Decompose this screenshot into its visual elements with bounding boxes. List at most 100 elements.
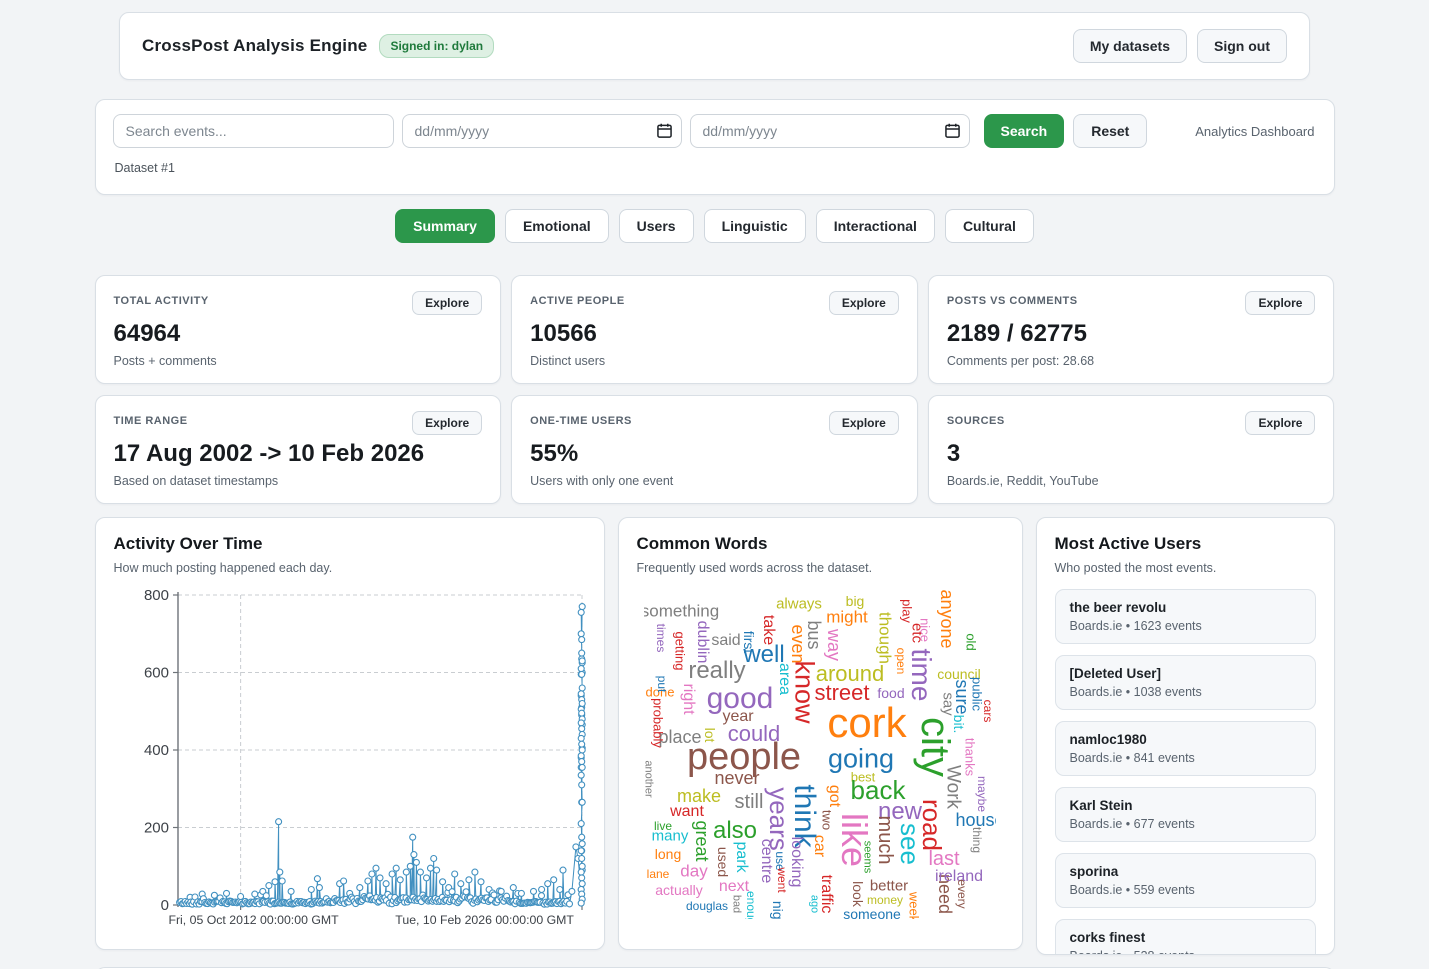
user-list-item[interactable]: sporina Boards.ie • 559 events [1055,853,1316,908]
reset-button[interactable]: Reset [1073,114,1147,148]
explore-button[interactable]: Explore [1245,291,1315,315]
my-datasets-button[interactable]: My datasets [1073,29,1187,63]
user-meta: Boards.ie • 1038 events [1070,685,1301,699]
user-list-item[interactable]: namloc1980 Boards.ie • 841 events [1055,721,1316,776]
calendar-icon[interactable] [657,123,672,138]
svg-text:200: 200 [143,820,168,837]
explore-button[interactable]: Explore [412,411,482,435]
stat-value: 55% [530,440,899,468]
cloud-word: went [776,867,788,892]
user-meta: Boards.ie • 677 events [1070,817,1301,831]
user-name: sporina [1070,864,1301,879]
user-list: the beer revolu Boards.ie • 1623 events [D… [1055,589,1316,955]
explore-button[interactable]: Explore [412,291,482,315]
dataset-label: Dataset #1 [113,161,1317,175]
cloud-word: might [826,609,868,626]
user-name: the beer revolu [1070,600,1301,615]
cloud-word: park [733,841,749,872]
words-panel-subtitle: Frequently used words across the dataset… [637,561,1004,575]
cloud-word: enough [745,891,757,919]
cloud-word: lane [647,868,670,880]
cloud-word: know [791,660,818,723]
tab-summary[interactable]: Summary [395,209,495,243]
tab-cultural[interactable]: Cultural [945,209,1034,243]
cloud-word: seems [862,841,873,873]
search-button[interactable]: Search [984,114,1065,148]
cloud-word: nice [919,618,932,642]
cloud-word: times [655,624,667,653]
user-name: namloc1980 [1070,732,1301,747]
cloud-word: day [680,863,707,880]
calendar-icon[interactable] [945,123,960,138]
cloud-word: last [928,849,959,869]
cloud-word: another [644,760,654,797]
cloud-word: say [941,692,956,715]
stats-grid: TOTAL ACTIVITYExplore64964Posts + commen… [95,275,1335,504]
tab-linguistic[interactable]: Linguistic [704,209,806,243]
cloud-word: cork [827,702,906,744]
stat-subtitle: Comments per post: 28.68 [947,354,1316,368]
words-panel-title: Common Words [637,534,1004,554]
cloud-word: right [680,683,696,714]
cloud-word: still [735,792,764,812]
activity-panel-title: Activity Over Time [114,534,586,554]
filters-panel: Search Reset Analytics Dashboard Dataset… [95,99,1335,195]
tab-emotional[interactable]: Emotional [505,209,609,243]
user-meta: Boards.ie • 1623 events [1070,619,1301,633]
explore-button[interactable]: Explore [829,411,899,435]
stat-card-one-time-users: ONE-TIME USERSExplore55%Users with only … [511,395,918,504]
tab-bar: Summary Emotional Users Linguistic Interacti… [95,209,1335,243]
stat-value: 17 Aug 2002 -> 10 Feb 2026 [114,440,483,468]
cloud-word: night [771,901,785,919]
stat-card-time-range: TIME RANGEExplore17 Aug 2002 -> 10 Feb 2… [95,395,502,504]
user-meta: Boards.ie • 841 events [1070,751,1301,765]
date-from-input[interactable] [402,114,682,148]
cloud-word: someone [843,907,901,919]
cloud-word: put [656,676,668,693]
explore-button[interactable]: Explore [1245,411,1315,435]
user-list-item[interactable]: Karl SteinBoards.ie • 677 events [1055,787,1316,842]
user-list-item[interactable]: corks finest Boards.ie • 538 events [1055,919,1316,955]
tab-interactional[interactable]: Interactional [816,209,935,243]
sign-out-button[interactable]: Sign out [1197,29,1287,63]
cloud-word: old [965,633,978,650]
cloud-word: got [826,785,842,807]
app-title: CrossPost Analysis Engine [142,36,367,56]
stat-card-active-people: ACTIVE PEOPLEExplore10566Distinct users [511,275,918,384]
common-words-panel: Common Words Frequently used words acros… [618,517,1023,950]
cloud-word: car [811,835,827,857]
stat-label: ONE-TIME USERS [530,411,632,427]
user-list-item[interactable]: the beer revolu Boards.ie • 1623 events [1055,589,1316,644]
cloud-word: big [846,594,865,608]
cloud-word: really [688,659,745,683]
cloud-word: bus [805,620,823,649]
cloud-word: great [693,820,711,861]
stat-subtitle: Distinct users [530,354,899,368]
cloud-word: much [875,816,895,865]
stat-card-sources: SOURCESExplore3Boards.ie, Reddit, YouTub… [928,395,1335,504]
date-to-input[interactable] [690,114,970,148]
explore-button[interactable]: Explore [829,291,899,315]
activity-over-time-panel: Activity Over Time How much posting happ… [95,517,605,950]
search-input[interactable] [113,114,394,148]
svg-text:Fri, 05 Oct 2012 00:00:00 GMT: Fri, 05 Oct 2012 00:00:00 GMT [168,913,339,927]
svg-text:0: 0 [160,897,168,914]
tab-users[interactable]: Users [619,209,694,243]
user-name: corks finest [1070,930,1301,945]
cloud-word: cars [982,700,994,723]
bottom-row: Activity Over Time How much posting happ… [95,517,1335,955]
cloud-word: thanks [964,738,977,776]
cloud-word: road [919,799,945,851]
cloud-word: also [713,819,757,843]
cloud-word: better [870,879,908,894]
cloud-word: bad [731,895,742,913]
user-meta: Boards.ie • 538 events [1070,949,1301,955]
word-cloud: somethingalwaysbigmightplayetcanyoneoldn… [644,589,996,919]
cloud-word: play [901,599,914,623]
user-meta: Boards.ie • 559 events [1070,883,1301,897]
stat-card-total-activity: TOTAL ACTIVITYExplore64964Posts + commen… [95,275,502,384]
svg-text:Tue, 10 Feb 2026 00:00:00 GMT: Tue, 10 Feb 2026 00:00:00 GMT [395,913,574,927]
stat-label: POSTS VS COMMENTS [947,291,1078,307]
user-list-item[interactable]: [Deleted User]Boards.ie • 1038 events [1055,655,1316,710]
cloud-word: many [652,829,689,844]
